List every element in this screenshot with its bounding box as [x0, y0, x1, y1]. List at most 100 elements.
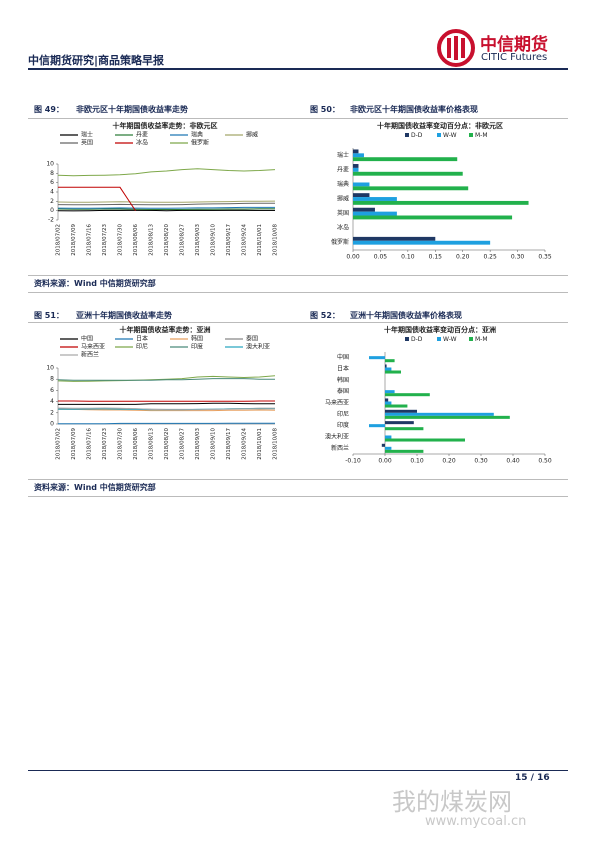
page-number: 15 / 16 [515, 773, 550, 783]
series-line [57, 202, 275, 206]
bar [385, 393, 430, 397]
x-tick-label: 2018/07/23 [102, 224, 108, 256]
x-tick-label: 2018/09/03 [195, 224, 201, 256]
y-tick-label: 冰岛 [337, 224, 349, 232]
bar [353, 164, 359, 168]
y-tick-label: 10 [46, 161, 54, 168]
x-tick-label: 2018/07/30 [118, 224, 124, 256]
x-tick-label: 2018/08/20 [164, 428, 170, 460]
logo-cn: 中信期货 [480, 35, 548, 55]
series-line [57, 209, 275, 212]
y-tick-label: 澳大利亚 [325, 433, 349, 441]
bar [353, 157, 458, 162]
x-tick-label: 2018/07/02 [56, 224, 62, 256]
legend-label: 印度 [191, 343, 203, 351]
source: 资料来源：Wind 中信期货研究部 [34, 483, 156, 492]
y-tick-label: 4 [50, 398, 54, 405]
x-tick-label: 2018/08/27 [180, 428, 186, 460]
legend-label: W-W [443, 132, 457, 139]
y-tick-label: 丹麦 [337, 165, 349, 173]
x-tick-label: 2018/09/24 [242, 428, 248, 460]
legend-label: M-M [475, 132, 488, 139]
series-line [57, 206, 275, 209]
x-tick-label: 2018/09/03 [195, 428, 201, 460]
bar [385, 367, 392, 371]
y-tick-label: 0 [50, 421, 54, 428]
bar [353, 207, 375, 212]
series-line [58, 402, 275, 405]
x-tick-label: 0.00 [346, 254, 360, 261]
y-tick-label: 印尼 [337, 411, 349, 418]
bar [385, 390, 395, 394]
x-tick-label: 2018/07/16 [87, 224, 93, 256]
x-tick-label: 0.10 [401, 254, 415, 261]
legend-swatch [469, 337, 473, 341]
series-line [57, 375, 276, 382]
figure-number: 图 52： [310, 311, 340, 320]
divider [28, 118, 568, 119]
series-line [58, 408, 276, 412]
series-line [57, 200, 276, 203]
legend-label: 泰国 [246, 335, 258, 343]
x-tick-label: 2018/08/06 [133, 224, 139, 256]
y-tick-label: 10 [46, 365, 54, 372]
x-tick-label: 2018/07/30 [118, 428, 124, 460]
bar [385, 427, 424, 431]
bar [353, 236, 436, 241]
figure-title: 非欧元区十年期国债收益率价格表现 [350, 105, 478, 114]
series-line [57, 208, 275, 210]
legend-label: 瑞典 [191, 131, 203, 139]
bar [353, 171, 463, 176]
y-tick-label: 2 [50, 409, 54, 416]
y-tick-label: 6 [50, 179, 54, 186]
bar [353, 149, 359, 154]
y-tick-label: 瑞士 [337, 151, 349, 159]
figure-number: 图 50： [310, 105, 340, 114]
watermark: 我的煤炭网 [392, 788, 512, 816]
bar [385, 438, 465, 442]
x-tick-label: 2018/09/17 [226, 428, 232, 460]
x-tick-label: 2018/09/17 [226, 224, 232, 256]
bar [385, 412, 494, 416]
x-tick-label: 2018/08/27 [180, 224, 186, 256]
bar [369, 424, 385, 428]
bar [385, 359, 395, 363]
y-tick-label: 瑞典 [337, 180, 349, 188]
bar [353, 193, 370, 198]
y-tick-label: -2 [48, 217, 54, 224]
series-line [57, 407, 275, 411]
legend-label: D-D [411, 336, 423, 343]
legend-swatch [437, 133, 441, 137]
x-tick-label: 0.20 [442, 458, 456, 465]
x-tick-label: 2018/08/13 [149, 428, 155, 460]
x-tick-label: 0.35 [538, 254, 552, 261]
x-tick-label: 0.20 [456, 254, 470, 261]
x-tick-label: 0.30 [474, 458, 488, 465]
bar [385, 370, 401, 374]
x-tick-label: 0.05 [374, 254, 388, 261]
x-tick-label: 0.30 [511, 254, 525, 261]
y-tick-label: 英国 [337, 209, 349, 217]
divider [28, 275, 568, 276]
y-tick-label: 中国 [337, 353, 349, 361]
source: 资料来源：Wind 中信期货研究部 [34, 279, 156, 288]
bar [385, 421, 414, 425]
legend-label: 澳大利亚 [246, 343, 270, 351]
divider [28, 479, 568, 480]
bar [353, 182, 370, 187]
legend-label: 俄罗斯 [191, 139, 209, 147]
watermark-url: www.mycoal.cn [425, 814, 527, 829]
footer-rule [28, 770, 568, 771]
figure-number: 图 49： [34, 105, 64, 114]
y-tick-label: 日本 [337, 365, 349, 373]
legend-label: 挪威 [246, 131, 258, 139]
series-line [58, 186, 136, 211]
chart-title: 十年期国债收益率变动百分点：亚洲 [384, 325, 496, 334]
x-tick-label: 0.15 [429, 254, 443, 261]
legend-swatch [469, 133, 473, 137]
x-tick-label: 0.00 [378, 458, 392, 465]
legend-swatch [437, 337, 441, 341]
x-tick-label: 2018/09/10 [211, 224, 217, 256]
